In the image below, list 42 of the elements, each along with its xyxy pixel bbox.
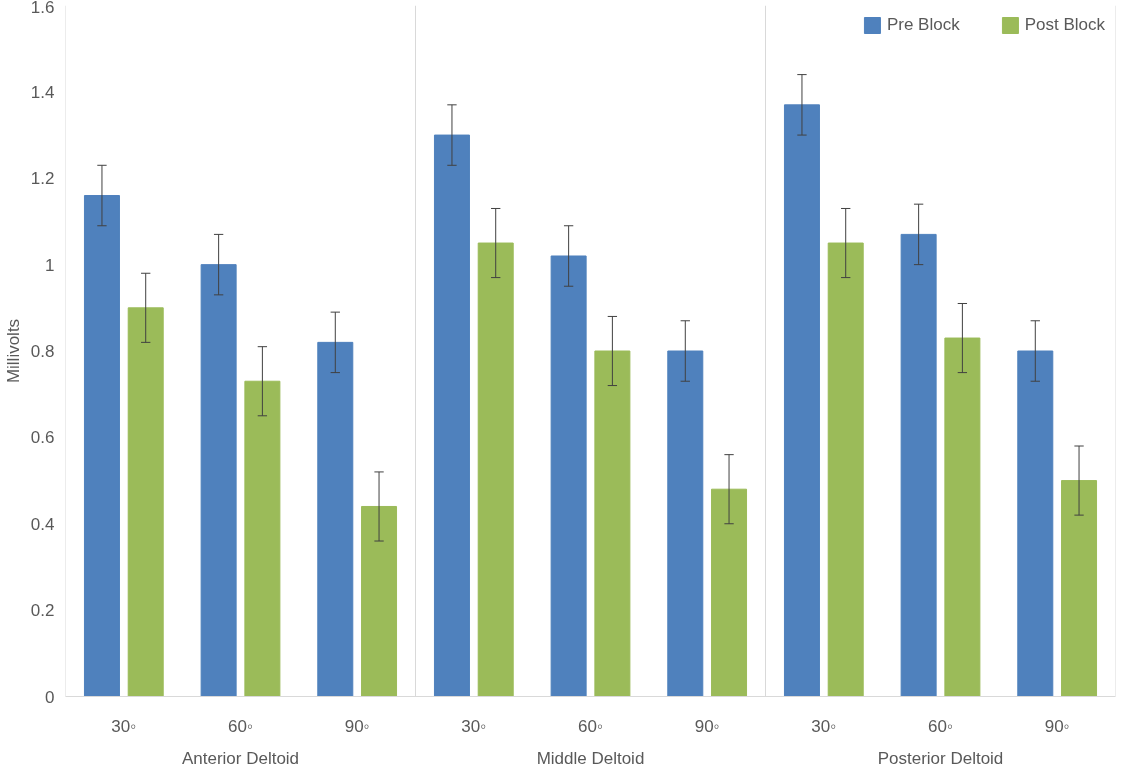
bar [944,337,981,697]
y-tick-label: 1.6 [30,0,55,17]
bar [827,242,864,697]
x-tick-label: 90◦ [694,716,720,736]
text: Middle Deltoid [536,748,645,768]
y-tick-label: 0 [45,687,55,707]
bar [433,134,470,697]
bar [127,307,164,697]
y-axis-title: Millivolts [3,318,23,384]
y-tick-label: 0.4 [30,514,55,534]
legend-label: Pre Block [886,15,960,35]
bar [1017,350,1054,697]
bar [1061,480,1098,697]
x-tick-label: 60◦ [928,716,953,736]
bar [477,242,514,697]
x-tick-label: 90◦ [1044,716,1070,736]
bar [900,233,937,697]
x-tick-label: 90◦ [344,716,370,736]
legend-label: Post Block [1024,15,1105,35]
bar [83,195,120,697]
x-tick-label: 60◦ [228,716,253,736]
bar [200,264,237,697]
bar [711,488,748,697]
text: Posterior Deltoid [877,748,1004,768]
bar [361,505,398,697]
y-tick-label: 1.2 [30,169,55,189]
y-tick-label: 0.8 [30,342,55,361]
bar [317,341,354,697]
text: Anterior Deltoid [181,748,300,768]
x-tick-label: 60◦ [578,716,603,736]
bar [244,380,281,697]
x-tick-label: 30◦ [461,716,487,736]
bar [667,350,704,697]
bar [594,350,631,697]
x-tick-label: 30◦ [111,716,137,736]
bar [550,255,587,697]
y-tick-label: 0.6 [30,428,55,448]
bar [783,104,820,697]
y-tick-label: 1.4 [30,82,55,102]
y-tick-label: 0.2 [30,601,55,621]
x-tick-label: 30◦ [811,716,837,736]
y-tick-label: 1 [45,255,55,275]
